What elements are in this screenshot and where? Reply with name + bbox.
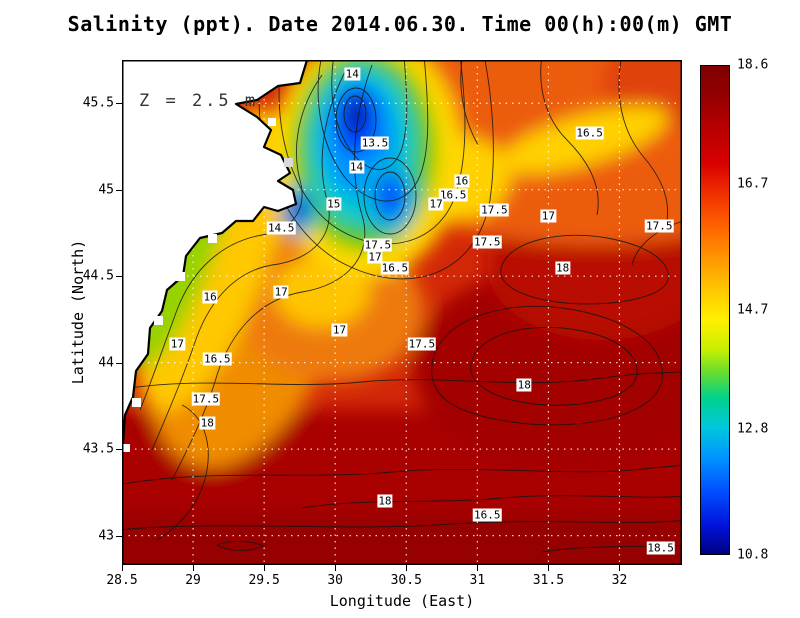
depth-annotation: Z = 2.5 m: [139, 91, 259, 111]
x-axis-title: Longitude (East): [329, 592, 475, 610]
y-tick-label: 45.5: [82, 95, 114, 111]
x-tick-mark: [406, 565, 408, 571]
contour-lines: [122, 60, 682, 553]
x-tick-mark: [193, 565, 195, 571]
x-tick-mark: [264, 565, 266, 571]
x-tick-mark: [619, 565, 621, 571]
plot-frame: [122, 60, 682, 565]
colorbar-gradient: [701, 66, 729, 554]
x-tick-label: 28.5: [106, 573, 138, 588]
y-tick-label: 43.5: [82, 441, 114, 457]
colorbar-tick-label: 12.8: [737, 421, 769, 437]
colorbar-tick-label: 14.7: [737, 302, 769, 318]
y-axis-title: Latitude (North): [69, 239, 87, 385]
y-tick-label: 45: [98, 182, 114, 198]
map-canvas: [122, 60, 682, 565]
grid-layer: [122, 60, 682, 565]
x-tick-mark: [548, 565, 550, 571]
colorbar: [700, 65, 730, 555]
x-tick-label: 29.5: [248, 573, 280, 588]
x-tick-label: 29: [185, 573, 201, 588]
x-tick-label: 31.5: [532, 573, 565, 588]
x-tick-label: 30.5: [390, 573, 422, 588]
x-tick-label: 30: [327, 573, 344, 588]
x-tick-mark: [122, 565, 123, 571]
x-tick-label: 31: [469, 573, 486, 588]
colorbar-tick-label: 10.8: [737, 547, 769, 563]
colorbar-tick-label: 16.7: [737, 176, 769, 192]
x-tick-label: 32: [611, 573, 628, 588]
missing-data-cells: [122, 118, 293, 452]
y-tick-label: 43: [98, 528, 114, 544]
chart-title: Salinity (ppt). Date 2014.06.30. Time 00…: [67, 12, 733, 36]
coastline: [122, 60, 309, 459]
land-mass: [122, 60, 307, 458]
x-tick-mark: [477, 565, 479, 571]
colorbar-tick-label: 18.6: [737, 57, 769, 73]
x-tick-mark: [335, 565, 337, 571]
map-plot-area: [122, 60, 682, 565]
